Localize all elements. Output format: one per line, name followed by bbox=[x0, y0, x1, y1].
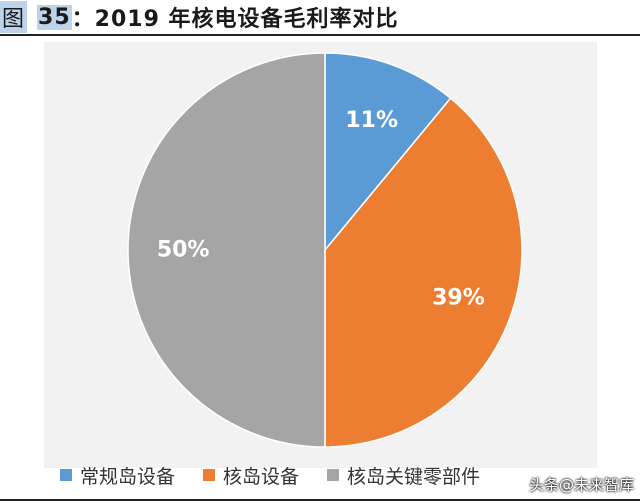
figure-number: 35 bbox=[37, 4, 72, 30]
pie-chart: 11% 39% 50% bbox=[127, 52, 523, 448]
data-label-1: 11% bbox=[345, 108, 398, 133]
figure-title-text: ：2019 年核电设备毛利率对比 bbox=[71, 7, 399, 32]
bottom-rule bbox=[0, 499, 640, 501]
legend-swatch bbox=[327, 469, 340, 481]
data-label-2: 39% bbox=[432, 286, 485, 311]
legend-item-2: 核岛设备 bbox=[203, 462, 299, 489]
figure-label: 图 bbox=[0, 1, 28, 33]
legend-label: 常规岛设备 bbox=[80, 465, 176, 488]
watermark: 头条@未来智库 bbox=[528, 476, 634, 494]
legend-label: 核岛关键零部件 bbox=[347, 465, 481, 488]
plot-area: 11% 39% 50% bbox=[44, 42, 597, 468]
legend-item-1: 常规岛设备 bbox=[60, 462, 175, 489]
pie-slice-2 bbox=[324, 97, 523, 448]
legend-item-3: 核岛关键零部件 bbox=[327, 462, 480, 489]
figure-title: 图 35 ：2019 年核电设备毛利率对比 bbox=[0, 0, 640, 34]
legend-label: 核岛设备 bbox=[223, 465, 300, 488]
legend-swatch bbox=[203, 469, 216, 481]
pie-slice-3 bbox=[127, 52, 326, 448]
legend: 常规岛设备 核岛设备 核岛关键零部件 bbox=[60, 460, 620, 490]
pie-slice-1 bbox=[324, 52, 452, 253]
legend-swatch bbox=[60, 469, 72, 481]
data-label-3: 50% bbox=[157, 238, 210, 263]
top-rule bbox=[0, 34, 640, 36]
